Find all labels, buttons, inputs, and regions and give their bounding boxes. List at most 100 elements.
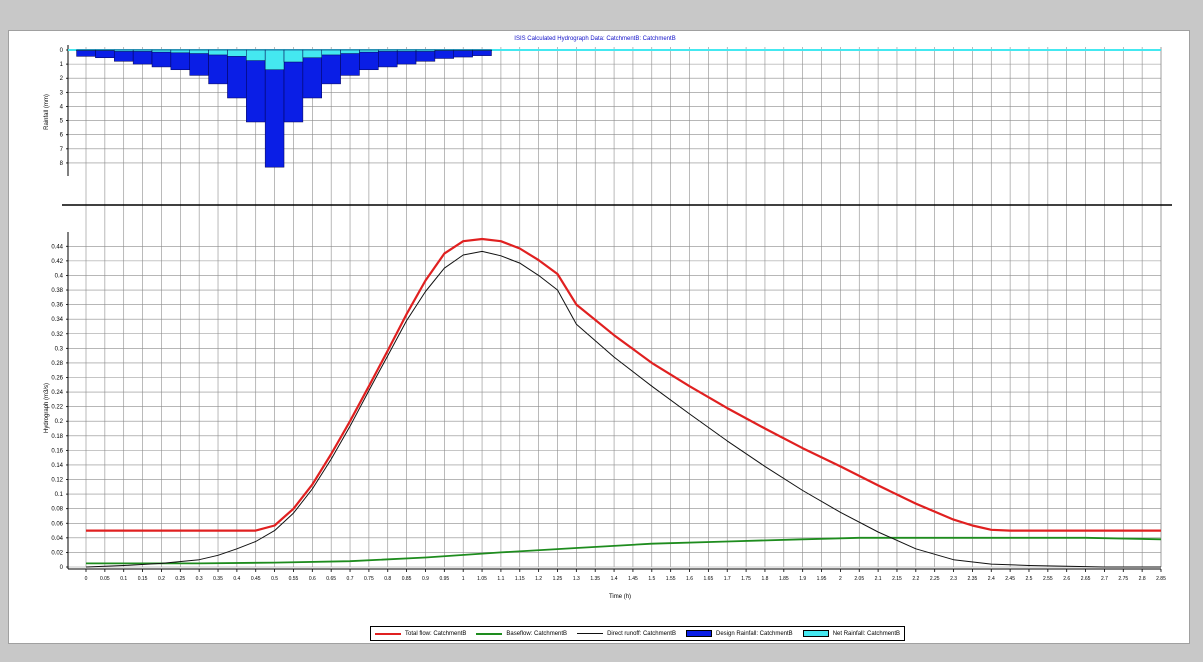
rainfall-tick-label: 2 [60,76,64,82]
time-tick-label: 1.55 [666,576,676,582]
time-tick-label: 1.6 [686,576,693,582]
net-rainfall-bar [76,49,96,51]
design-rainfall-bar [415,49,436,62]
net-rainfall-bar [114,49,134,52]
net-rainfall-bar [340,49,360,54]
time-tick-label: 0.1 [120,576,127,582]
time-tick-label: 2.8 [1139,576,1146,582]
design-rainfall-bar [95,49,115,59]
rainfall-tick-label: 8 [60,161,64,167]
time-tick-label: 1.25 [553,576,563,582]
rainfall-tick-label: 3 [60,90,64,96]
time-tick-label: 1.7 [724,576,731,582]
time-tick-label: 0 [85,576,88,582]
time-tick-label: 1.95 [817,576,827,582]
time-tick-label: 2.1 [875,576,882,582]
time-tick-label: 2.65 [1081,576,1091,582]
rainfall-axis-label: Rainfall (mm) [44,94,50,130]
time-tick-label: 0.75 [364,576,374,582]
legend-item-direct-runoff: Direct runoff: CatchmentB [577,631,676,637]
design-rainfall-bar [151,49,172,68]
baseflow-line [86,536,1162,565]
net-rainfall-bar [132,49,153,52]
legend-label-total-flow: Total flow: CatchmentB [405,630,467,637]
hydrograph-tick-label: 0.1 [55,492,64,498]
hydrograph-tick-label: 0.38 [51,288,63,294]
time-tick-label: 1.75 [741,576,751,582]
design-rainfall-bar [189,49,209,76]
direct-runoff-line [85,250,1161,568]
legend-swatch-baseflow [476,632,503,635]
time-tick-label: 1.85 [779,576,789,582]
time-tick-label: 2.6 [1063,576,1070,582]
design-rainfall-bar [434,49,455,59]
net-rainfall-bar [453,49,473,51]
net-rainfall-bar [264,49,285,71]
time-tick-label: 0.85 [402,576,412,582]
time-tick-label: 1.9 [799,576,806,582]
design-rainfall-bar [227,49,247,99]
design-rainfall-bar [114,49,134,62]
hydrograph-axis-label: Hydrograph (m3/s) [44,383,50,433]
total-flow-line [86,237,1161,532]
time-tick-label: 1.05 [477,576,487,582]
time-tick-label: 0.6 [309,576,316,582]
net-rainfall-bar [472,49,492,51]
time-tick-label: 1.2 [535,576,542,582]
design-rainfall-bar [340,49,360,76]
hydrograph-tick-label: 0.28 [51,361,63,367]
legend-label-baseflow: Baseflow: CatchmentB [506,630,568,637]
time-tick-label: 1.45 [628,576,638,582]
hydrograph-tick-label: 0.22 [51,405,63,411]
time-tick-label: 2.25 [930,576,940,582]
legend-item-net-rainfall: Net Rainfall: CatchmentB [802,630,901,637]
chart-panel [8,30,1190,644]
hydrograph-tick-label: 0.34 [51,317,63,323]
rainfall-tick-label: 0 [60,48,64,54]
hydrograph-tick-label: 0.2 [55,419,64,425]
rainfall-tick-label: 6 [60,133,64,139]
net-rainfall-bar [170,49,190,54]
time-tick-label: 2.35 [968,576,978,582]
hydrograph-tick-label: 0.44 [51,244,63,250]
net-rainfall-bar [246,49,266,61]
net-rainfall-bar [302,49,322,59]
time-tick-label: 2.2 [912,576,919,582]
legend-item-design-rainfall: Design Rainfall: CatchmentB [685,630,793,637]
design-rainfall-bar [396,49,417,65]
legend-label-direct-runoff: Direct runoff: CatchmentB [607,630,676,637]
legend-swatch-direct-runoff [577,633,604,634]
time-tick-label: 0.55 [289,576,299,582]
time-tick-label: 1.1 [497,576,504,582]
time-tick-label: 2.7 [1101,576,1108,582]
time-tick-label: 0.9 [422,576,429,582]
net-rainfall-bar [208,49,228,56]
legend-swatch-net-rainfall [802,630,829,637]
chart-title: ISIS Calculated Hydrograph Data: Catchme… [514,36,675,42]
net-rainfall-bar [396,49,417,52]
hydrograph-tick-label: 0.14 [51,463,63,469]
time-tick-label: 1.4 [611,576,618,582]
design-rainfall-bar [359,49,379,71]
hydrograph-tick-label: 0.4 [55,273,64,279]
time-tick-label: 0.3 [196,576,203,582]
time-tick-label: 0.35 [213,576,223,582]
net-rainfall-bar [378,49,398,52]
time-tick-label: 2.75 [1118,576,1128,582]
grid-lines [68,47,1162,568]
hydrograph-tick-label: 0.06 [51,521,63,527]
rainfall-tick-label: 7 [60,147,64,153]
hydrograph-tick-label: 0 [60,565,64,571]
legend-label-design-rainfall: Design Rainfall: CatchmentB [715,630,793,637]
legend-label-net-rainfall: Net Rainfall: CatchmentB [832,630,901,637]
hydrograph-tick-label: 0.36 [51,303,63,309]
time-tick-label: 2.4 [988,576,995,582]
net-rainfall-bar [415,49,436,52]
time-tick-label: 0.65 [326,576,336,582]
time-tick-label: 2.05 [854,576,864,582]
net-rainfall-bar [151,49,172,53]
legend-item-total-flow: Total flow: CatchmentB [375,631,466,637]
legend-swatch-total-flow [375,632,401,635]
time-tick-label: 1 [462,576,465,582]
